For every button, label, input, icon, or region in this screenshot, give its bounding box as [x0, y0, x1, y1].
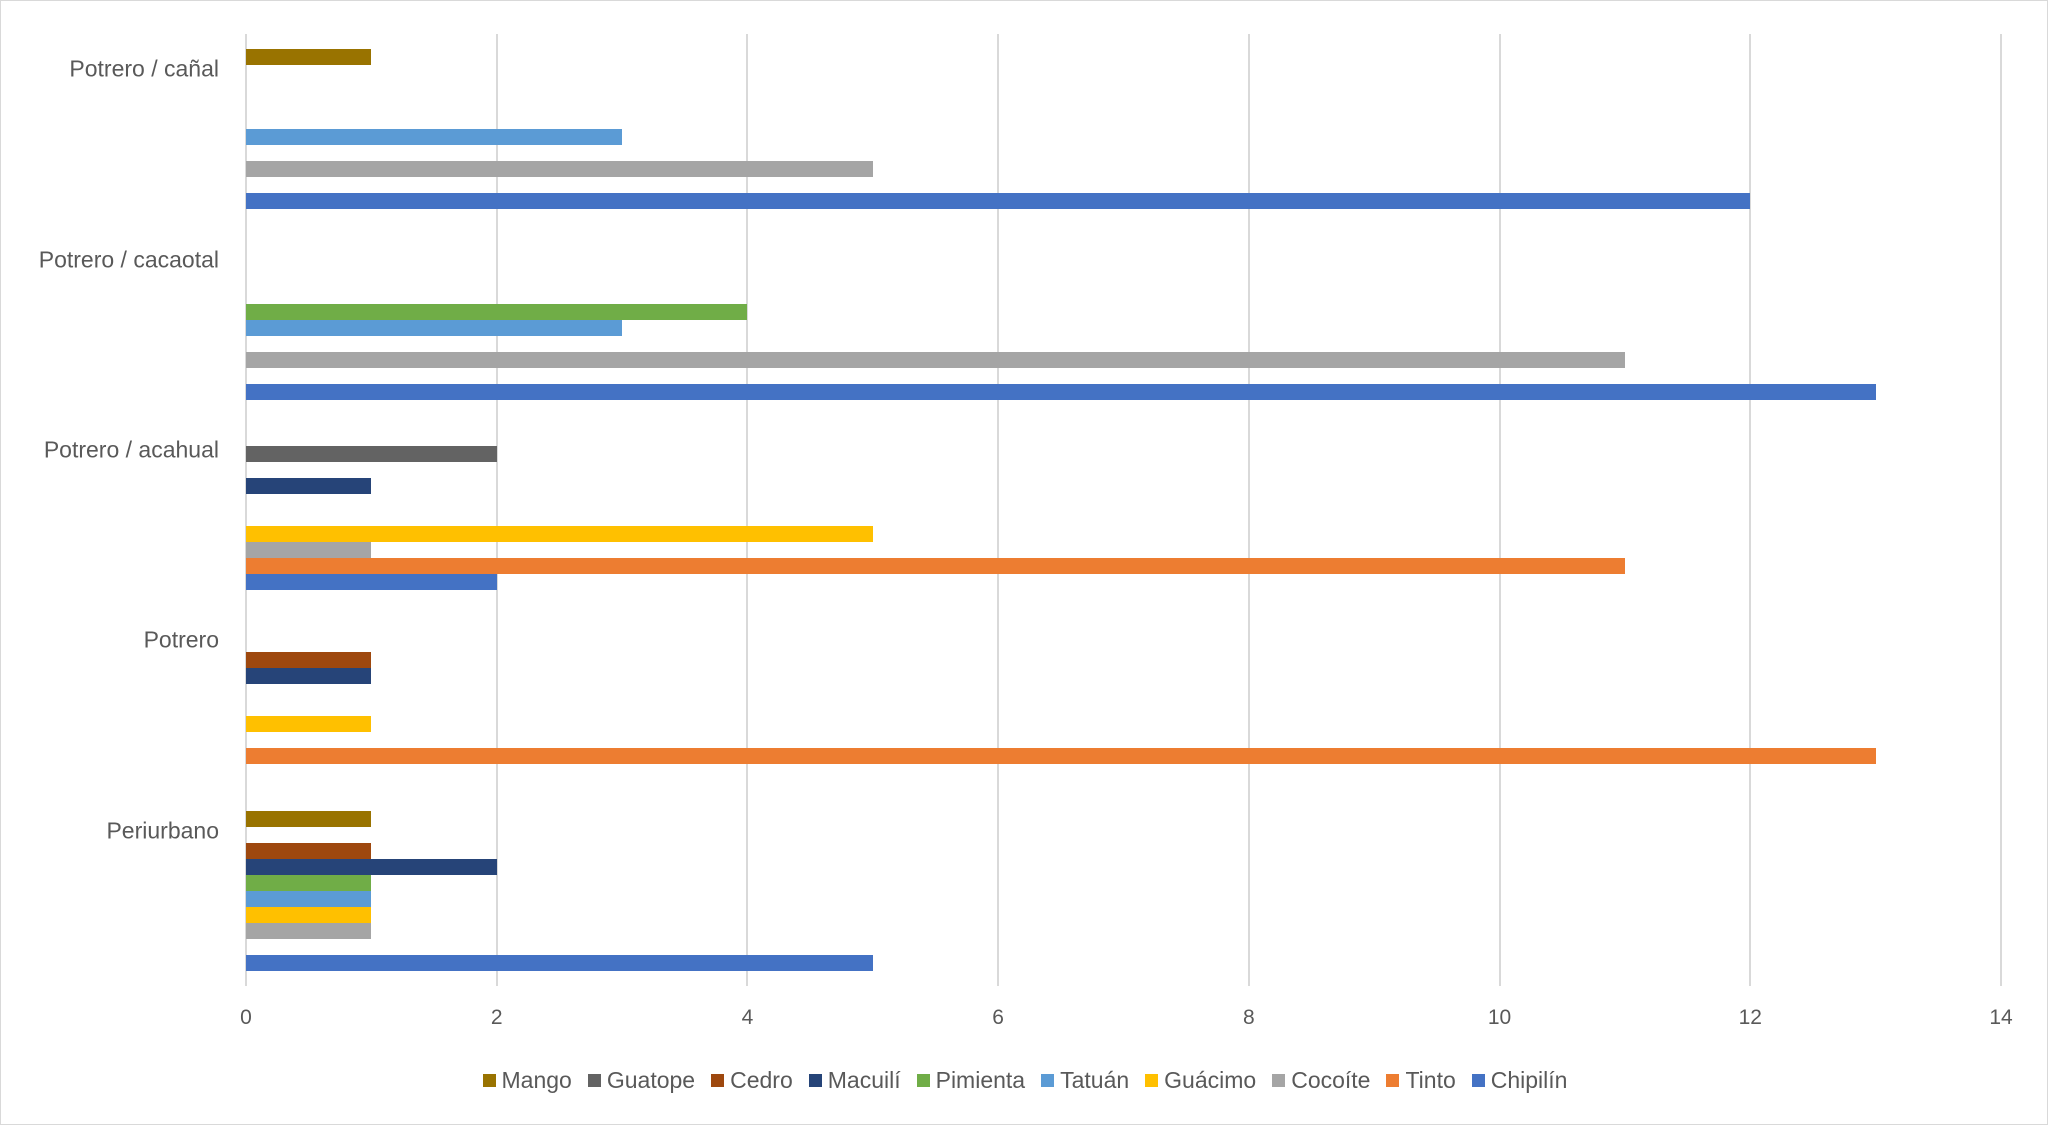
gridline [997, 34, 1000, 986]
legend-item[interactable]: Chipilín [1471, 1067, 1568, 1094]
legend-label: Mango [501, 1067, 572, 1093]
legend-item[interactable]: Tinto [1386, 1067, 1456, 1094]
legend-label: Guácimo [1164, 1067, 1257, 1093]
legend-item[interactable]: Cocoíte [1272, 1067, 1370, 1094]
legend-swatch-icon [711, 1074, 725, 1087]
bar[interactable] [246, 954, 873, 971]
gridline [2000, 34, 2002, 986]
legend-swatch-icon [808, 1074, 822, 1087]
bar[interactable] [246, 193, 1751, 210]
bar[interactable] [246, 129, 623, 146]
gridline [1247, 34, 1250, 986]
legend-label: Tinto [1405, 1067, 1456, 1093]
bar[interactable] [246, 748, 1876, 765]
bar[interactable] [246, 49, 372, 66]
legend-item[interactable]: Macuilí [808, 1067, 901, 1094]
plot-area [245, 34, 2002, 986]
legend-swatch-icon [1041, 1074, 1055, 1087]
legend-item[interactable]: Pimienta [916, 1067, 1026, 1094]
legend-label: Cedro [730, 1067, 793, 1093]
bar[interactable] [246, 858, 497, 875]
legend-label: Macuilí [827, 1067, 901, 1093]
bar[interactable] [246, 446, 497, 462]
bar[interactable] [246, 652, 372, 669]
bar[interactable] [246, 842, 372, 859]
bar[interactable] [246, 810, 372, 827]
tick-label: 6 [992, 1006, 1004, 1029]
bar[interactable] [246, 351, 1625, 368]
bar[interactable] [246, 716, 372, 733]
bar[interactable] [246, 526, 873, 542]
category-label: Potrero / cacaotal [38, 246, 219, 273]
legend-label: Tatuán [1060, 1067, 1130, 1093]
tick-label: 0 [240, 1006, 252, 1029]
legend-swatch-icon [1471, 1074, 1485, 1087]
legend-swatch-icon [916, 1074, 930, 1087]
legend: Mango Guatope Cedro Macuilí Pimienta Tatuán Gu… [1, 1067, 2048, 1094]
bar[interactable] [246, 542, 372, 558]
legend-item[interactable]: Guatope [587, 1067, 696, 1094]
tick-label: 12 [1738, 1006, 1762, 1029]
category-label: Potrero / cañal [69, 55, 219, 82]
legend-label: Pimienta [935, 1067, 1026, 1093]
legend-swatch-icon [1272, 1074, 1286, 1087]
tick-label: 8 [1243, 1006, 1255, 1029]
bar[interactable] [246, 383, 1876, 400]
legend-item[interactable]: Guácimo [1145, 1067, 1256, 1094]
bar[interactable] [246, 574, 497, 590]
tick-label: 4 [741, 1006, 754, 1029]
category-label: Potrero [143, 626, 219, 653]
bar[interactable] [246, 906, 372, 923]
legend-swatch-icon [482, 1074, 496, 1087]
bar[interactable] [246, 890, 372, 907]
category-label: Periurbano [106, 817, 219, 844]
bar[interactable] [246, 478, 372, 494]
legend-item[interactable]: Tatuán [1041, 1067, 1129, 1094]
gridline [1749, 34, 1752, 986]
tick-label: 10 [1487, 1006, 1512, 1029]
tick-label: 2 [490, 1006, 503, 1029]
legend-swatch-icon [1386, 1074, 1400, 1087]
bar[interactable] [246, 161, 873, 178]
legend-item[interactable]: Mango [482, 1067, 572, 1094]
bar[interactable] [246, 303, 748, 320]
category-label: Potrero / acahual [43, 436, 219, 463]
legend-label: Guatope [606, 1067, 696, 1093]
bar[interactable] [246, 874, 372, 891]
bar[interactable] [246, 319, 623, 336]
legend-label: Chipilín [1490, 1067, 1568, 1093]
gridline [495, 34, 498, 986]
legend-swatch-icon [1145, 1074, 1159, 1087]
bar[interactable] [246, 558, 1625, 574]
legend-label: Cocoíte [1291, 1067, 1371, 1093]
bar[interactable] [246, 922, 372, 939]
legend-item[interactable]: Cedro [711, 1067, 793, 1094]
gridline [245, 34, 247, 986]
tick-label: 14 [1989, 1006, 2013, 1029]
bar[interactable] [246, 668, 372, 685]
gridline [746, 34, 749, 986]
gridline [1498, 34, 1501, 986]
legend-swatch-icon [587, 1074, 601, 1087]
